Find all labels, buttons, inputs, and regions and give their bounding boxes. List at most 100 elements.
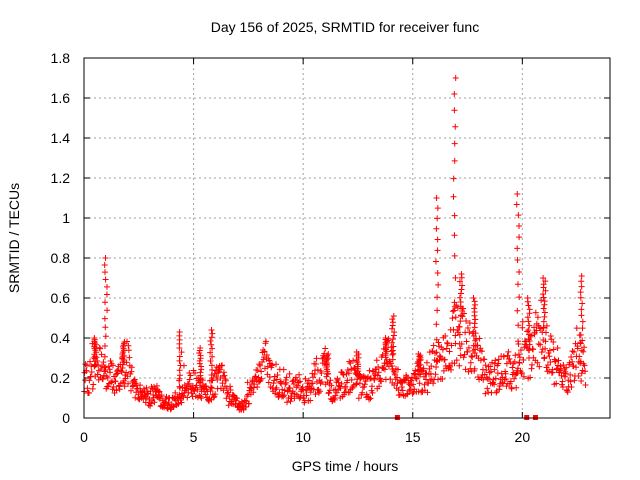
data-point <box>105 363 112 370</box>
data-point <box>293 384 300 391</box>
data-point <box>197 352 204 359</box>
data-point <box>207 357 214 364</box>
y-tick-label: 1.6 <box>51 90 71 106</box>
data-point <box>292 374 299 381</box>
data-point <box>559 384 566 391</box>
data-point <box>375 363 382 370</box>
data-point <box>309 380 316 387</box>
data-point <box>546 347 553 354</box>
data-point <box>312 361 319 368</box>
data-point <box>121 383 128 390</box>
data-point <box>180 393 187 400</box>
data-point <box>499 379 506 386</box>
data-point <box>198 395 205 402</box>
y-tick-label: 0.8 <box>51 250 71 266</box>
data-point <box>578 370 585 377</box>
data-point <box>434 270 441 277</box>
data-point <box>381 366 388 373</box>
data-point <box>325 390 332 397</box>
data-point <box>280 393 287 400</box>
data-point <box>107 357 114 364</box>
data-point <box>452 75 459 81</box>
data-point <box>324 352 331 359</box>
x-tick-label: 5 <box>190 429 198 445</box>
data-point <box>178 349 185 356</box>
data-point <box>262 338 269 345</box>
data-point <box>577 331 584 338</box>
data-point <box>128 364 135 371</box>
data-point <box>233 395 240 402</box>
data-point <box>553 380 560 387</box>
data-point <box>207 384 214 391</box>
data-point <box>531 324 538 331</box>
data-point <box>577 294 584 301</box>
data-point <box>181 382 188 389</box>
data-point <box>549 369 556 376</box>
y-axis-label: SRMTID / TECUs <box>6 183 22 293</box>
data-point <box>290 380 297 387</box>
data-point <box>333 389 340 396</box>
data-point <box>210 394 217 401</box>
data-point <box>359 389 366 396</box>
data-point <box>184 394 191 401</box>
data-point <box>514 191 521 197</box>
data-point <box>514 307 521 314</box>
data-point <box>208 377 215 384</box>
data-point <box>570 348 577 355</box>
data-point <box>505 348 512 355</box>
data-point <box>446 348 453 355</box>
y-tick-label: 1.8 <box>51 50 71 66</box>
data-point <box>325 351 332 357</box>
data-point <box>177 362 184 369</box>
data-point <box>569 348 576 355</box>
data-point <box>193 382 200 389</box>
data-point <box>471 350 478 356</box>
data-point <box>540 275 547 281</box>
data-point <box>389 325 396 332</box>
data-point <box>433 321 440 328</box>
data-point <box>213 373 220 380</box>
data-point <box>176 367 183 374</box>
data-point <box>322 345 329 352</box>
data-point <box>254 367 261 374</box>
data-point <box>482 362 489 369</box>
data-point <box>520 356 527 363</box>
data-point <box>575 372 582 379</box>
data-point <box>98 351 105 358</box>
data-point <box>88 368 95 375</box>
data-point <box>197 379 204 386</box>
data-point <box>413 375 420 382</box>
data-point <box>307 389 314 396</box>
data-point <box>578 273 585 279</box>
data-point <box>512 352 519 359</box>
data-point <box>273 384 280 391</box>
data-point <box>554 344 561 351</box>
data-point <box>176 329 183 335</box>
data-point <box>528 361 535 368</box>
data-point <box>579 325 586 332</box>
data-point <box>511 375 518 382</box>
data-point <box>362 378 369 385</box>
data-point <box>86 377 93 384</box>
data-point <box>97 345 104 352</box>
data-point <box>155 389 162 396</box>
data-point <box>221 372 228 379</box>
data-point <box>104 374 111 381</box>
data-point <box>486 376 493 383</box>
data-point <box>581 362 588 369</box>
data-point <box>118 367 125 374</box>
data-point <box>573 325 580 332</box>
data-point <box>458 341 465 348</box>
data-point <box>500 353 507 360</box>
data-point <box>486 369 493 376</box>
data-point <box>369 389 376 396</box>
data-point <box>519 318 526 325</box>
data-point <box>410 381 417 388</box>
data-point <box>471 298 478 305</box>
data-point <box>420 365 427 372</box>
data-point <box>520 373 527 380</box>
data-point <box>272 386 279 393</box>
data-point <box>175 400 182 407</box>
data-point <box>197 376 204 383</box>
data-point <box>567 378 574 385</box>
